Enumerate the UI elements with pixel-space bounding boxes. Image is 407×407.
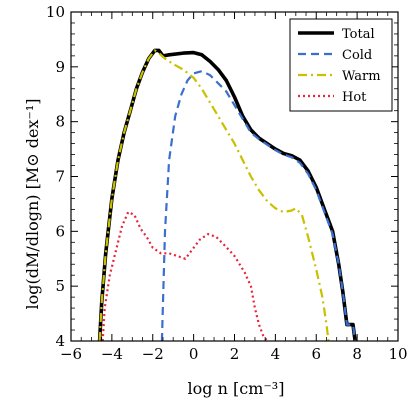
x-tick-label: 4	[271, 345, 281, 363]
y-tick-label: 7	[55, 168, 65, 186]
x-tick-label: 6	[311, 345, 321, 363]
x-tick-label: 0	[189, 345, 199, 363]
series-line-cold	[160, 70, 357, 341]
y-tick-label: 6	[55, 222, 65, 240]
x-axis-label: log n [cm⁻³]	[188, 379, 285, 398]
y-tick-label: 8	[55, 113, 65, 131]
curves	[97, 48, 357, 341]
x-tick-label: −6	[60, 345, 82, 363]
axis-layer: −6 −4 −2 0 2 4 6 8 10 4 5 6 7 8 9 10	[46, 3, 407, 363]
y-axis-label: log(dM/dlogn) [M⊙ dex⁻¹]	[23, 98, 42, 309]
legend: Total Cold Warm Hot	[289, 18, 393, 112]
x-tick-label: 8	[352, 345, 362, 363]
y-tick-label: 10	[46, 3, 65, 21]
y-tick-label: 4	[55, 332, 65, 350]
legend-label-cold: Cold	[342, 48, 372, 63]
series-line-warm	[98, 49, 330, 341]
x-tick-label: 10	[388, 345, 407, 363]
x-tick-label: −4	[101, 345, 123, 363]
legend-label-warm: Warm	[342, 69, 381, 84]
x-tick-label: −2	[142, 345, 164, 363]
series-line-hot	[101, 211, 269, 341]
legend-label-total: Total	[342, 27, 375, 42]
x-tick-label: 2	[230, 345, 240, 363]
y-tick-label: 9	[55, 58, 65, 76]
plot-layer	[97, 48, 357, 341]
legend-label-hot: Hot	[342, 90, 367, 105]
y-tick-label: 5	[55, 277, 65, 295]
